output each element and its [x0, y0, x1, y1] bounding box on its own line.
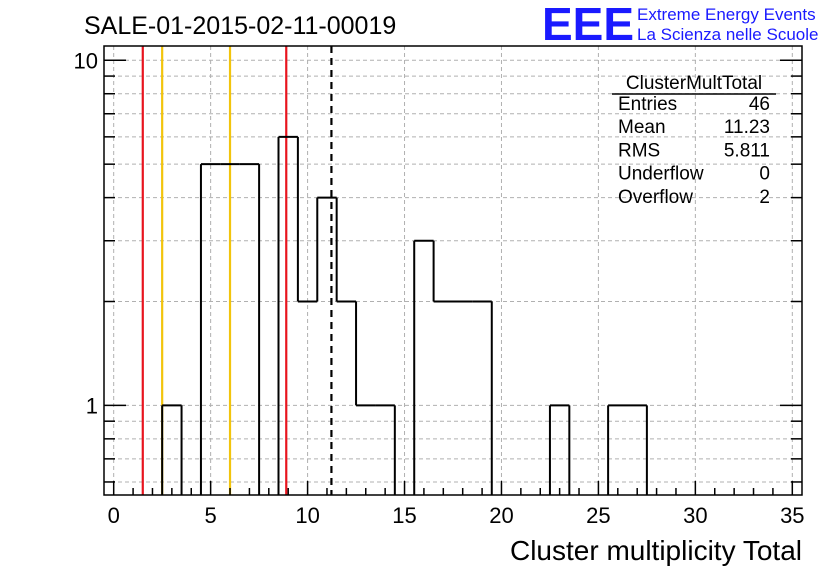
histogram-bin [335, 197, 357, 303]
y-tick-label: 10 [74, 48, 98, 73]
plot-frame [103, 45, 803, 496]
histogram-bin [548, 404, 570, 495]
y-tick-label: 1 [86, 393, 98, 418]
stats-row-value: 11.23 [724, 117, 770, 138]
histogram-bin [316, 196, 337, 302]
x-tick-label: 35 [780, 503, 804, 528]
grid [104, 46, 802, 495]
logo-line-1: Extreme Energy Events [637, 5, 816, 24]
eee-logo: EEE Extreme Energy Events La Scienza nel… [542, 0, 818, 50]
histogram-bin [355, 301, 376, 407]
chart-title: SALE-01-2015-02-11-00019 [84, 12, 396, 40]
axes [103, 45, 803, 496]
x-tick-label: 20 [489, 503, 513, 528]
stats-name: ClusterMultTotal [626, 73, 762, 94]
stats-row-label: Mean [618, 117, 666, 138]
stats-row-value: 2 [759, 187, 770, 208]
x-tick-label: 10 [295, 503, 319, 528]
stats-row-label: RMS [618, 140, 660, 161]
stats-row-value: 0 [759, 164, 770, 185]
histogram-bin [277, 135, 298, 495]
logo-line-2: La Scienza nelle Scuole [637, 25, 818, 44]
stats-box: ClusterMultTotal Entries 46 Mean 11.23 RMS 5.… [612, 73, 776, 208]
histogram-bins [161, 135, 648, 495]
stats-row-value: 46 [749, 94, 770, 115]
histogram-bin [432, 240, 453, 303]
stats-row-label: Underflow [618, 164, 704, 185]
x-tick-label: 5 [205, 503, 217, 528]
stats-row-label: Overflow [618, 187, 693, 208]
histogram-bin [296, 136, 318, 303]
stats-row-label: Entries [618, 94, 677, 115]
x-tick-label: 30 [683, 503, 707, 528]
x-axis-title: Cluster multiplicity Total [510, 535, 802, 566]
histogram-bin [413, 239, 434, 495]
logo-mark: EEE [542, 0, 634, 50]
x-tick-label: 0 [108, 503, 120, 528]
x-tick-label: 15 [392, 503, 416, 528]
histogram-bin [161, 404, 182, 495]
stats-row-value: 5.811 [724, 140, 770, 161]
histogram-bin [607, 404, 628, 495]
stats-rows: Entries 46 Mean 11.23 RMS 5.811 Underflow 0 Over… [618, 94, 770, 208]
histogram-bin [199, 163, 221, 495]
x-tick-label: 25 [586, 503, 610, 528]
